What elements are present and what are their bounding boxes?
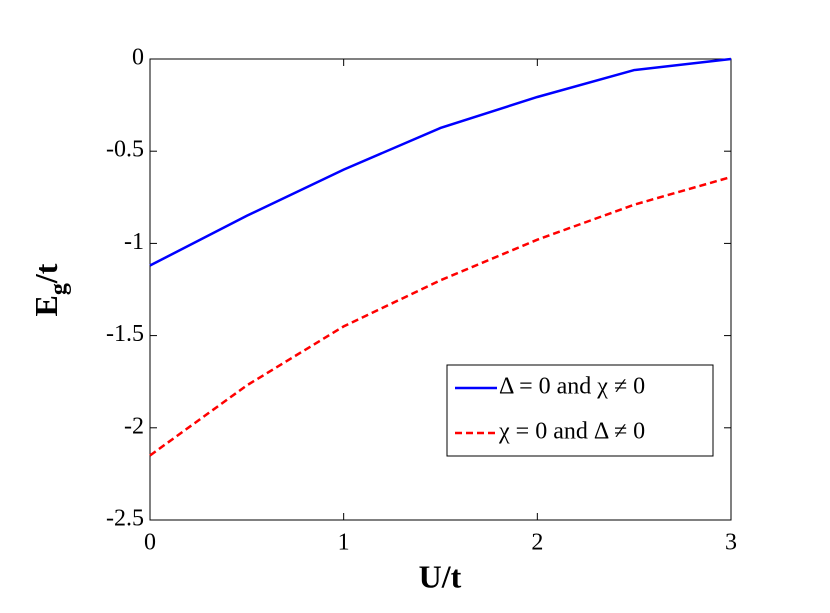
- legend-label: χ = 0 and Δ ≠ 0: [498, 419, 645, 445]
- y-tick-label: -2.5: [106, 506, 144, 532]
- y-tick-label: -1.5: [106, 321, 144, 347]
- y-tick-label: -0.5: [106, 137, 144, 163]
- y-tick-label: -2: [124, 413, 144, 439]
- y-tick-label: 0: [132, 45, 144, 71]
- y-label-rest: /t: [28, 263, 64, 284]
- x-tick-label: 2: [531, 530, 543, 556]
- x-axis-label: U/t: [419, 558, 462, 594]
- y-label-main: E: [28, 295, 64, 316]
- plot-frame: [149, 58, 732, 521]
- y-tick-label: -1: [124, 229, 144, 255]
- x-tick-label: 1: [338, 530, 350, 556]
- legend-label: Δ = 0 and χ ≠ 0: [499, 374, 645, 400]
- x-tick-label: 3: [725, 530, 737, 556]
- legend-box: [446, 364, 714, 457]
- legend: Δ = 0 and χ ≠ 0 χ = 0 and Δ ≠ 0: [446, 364, 714, 457]
- y-axis-label: Eg/t: [28, 263, 71, 316]
- y-label-sub: g: [46, 283, 72, 295]
- x-tick-label: 0: [144, 530, 156, 556]
- series-line: [149, 57, 732, 267]
